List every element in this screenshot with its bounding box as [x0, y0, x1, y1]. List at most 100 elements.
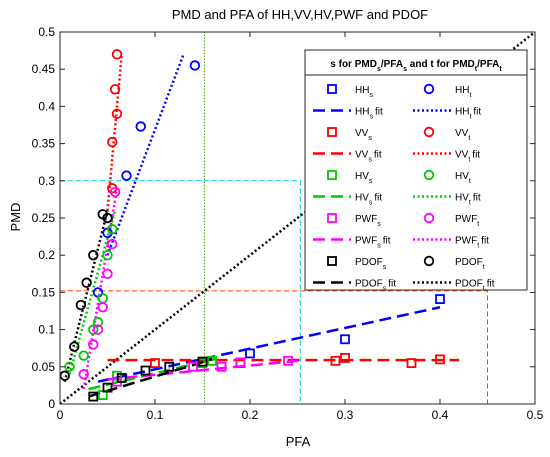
legend-label-hh-t-fit: HHt fit	[455, 107, 481, 121]
x-tick-label: 0.4	[432, 408, 449, 422]
point-pdof-t	[69, 341, 80, 352]
point-pdof-t	[88, 249, 99, 261]
point-hv-t	[88, 324, 99, 335]
y-tick-label: 0.4	[38, 99, 55, 113]
legend-label-vv-t: VVt	[455, 128, 470, 142]
point-pwf-t	[109, 186, 121, 198]
fit-line-vv-t	[106, 54, 123, 211]
point-hv-t	[107, 223, 118, 235]
legend-label-hh-s-fit: HHs fit	[355, 107, 383, 121]
threshold-box-pwf	[59, 180, 301, 405]
x-tick-label: 0.3	[337, 408, 354, 422]
point-hh-s	[245, 348, 255, 359]
x-axis-label: PFA	[286, 434, 311, 449]
legend-marker-pdof-s	[327, 256, 337, 266]
legend-marker-vv-t	[423, 126, 435, 138]
chart-title: PMD and PFA of HH,VV,HV,PWF and PDOF	[172, 7, 428, 22]
fit-line-pwf-s	[107, 359, 298, 381]
point-pdof-t	[81, 277, 92, 288]
point-hh-t	[189, 60, 201, 71]
y-tick-label: 0.15	[32, 285, 56, 299]
point-pwf-s	[235, 357, 246, 368]
legend: s for PMDs/PFAs and t for PMDt/PFAt HHs HH…	[304, 49, 528, 293]
point-vv-t	[111, 108, 123, 120]
point-hv-s	[207, 355, 217, 366]
point-pdof-s	[197, 356, 208, 367]
point-hv-t	[92, 316, 104, 328]
legend-label-pwf-t: PWFt	[455, 214, 479, 228]
legend-marker-hh-t	[423, 83, 435, 95]
legend-label-pdof-t-fit: PDOFt fit	[455, 279, 495, 293]
y-tick-label: 0.2	[38, 248, 55, 262]
point-pdof-s	[140, 365, 151, 376]
y-tick-label: 0.5	[38, 25, 55, 39]
point-pdof-t	[75, 299, 87, 311]
point-pwf-s	[188, 361, 198, 372]
x-tick-label: 0.2	[242, 408, 259, 422]
point-vv-s	[435, 354, 445, 365]
y-tick-label: 0.1	[38, 323, 55, 337]
point-pdof-s	[88, 391, 99, 402]
reference-line	[60, 32, 535, 404]
point-hh-s	[340, 334, 350, 345]
point-pwf-t	[107, 238, 118, 250]
x-tick-label: 0.5	[527, 408, 544, 422]
point-vv-t	[109, 84, 121, 95]
legend-marker-vv-s	[327, 127, 337, 137]
point-hv-t	[78, 350, 89, 361]
legend-label-hv-s-fit: HVs fit	[355, 193, 382, 207]
y-tick-label: 0.45	[32, 62, 56, 76]
legend-label-hh-t: HHt	[455, 85, 471, 99]
legend-label-vv-s-fit: VVs fit	[355, 150, 382, 164]
legend-label-hv-s: HVs	[355, 171, 373, 185]
legend-marker-pwf-t	[423, 212, 435, 224]
legend-label-pwf-s-fit: PWFs fit	[355, 236, 391, 250]
point-vv-t	[111, 49, 123, 60]
point-pwf-s	[216, 361, 227, 372]
legend-label-pdof-s-fit: PDOFs fit	[355, 279, 396, 293]
point-pdof-s	[116, 373, 127, 383]
y-tick-label: 0	[48, 397, 55, 411]
point-pwf-s	[283, 355, 293, 366]
legend-label-hv-t: HVt	[455, 171, 471, 185]
legend-marker-pdof-t	[423, 255, 435, 267]
point-vv-s	[330, 355, 341, 366]
point-vv-s	[340, 352, 350, 363]
plot-area	[59, 31, 535, 405]
point-hv-t	[97, 293, 108, 304]
legend-marker-hh-s	[327, 84, 337, 94]
point-pdof-t	[59, 370, 70, 381]
legend-label-hh-s: HHs	[355, 85, 373, 99]
fit-line-hh-s	[97, 306, 441, 383]
point-pdof-s	[102, 382, 113, 393]
y-tick-label: 0.25	[32, 211, 56, 225]
legend-box	[304, 49, 528, 291]
legend-label-hv-t-fit: HVt fit	[455, 193, 481, 207]
x-tick-label: 0	[57, 408, 64, 422]
point-hh-t	[135, 121, 146, 132]
legend-label-pwf-s: PWFs	[355, 214, 381, 228]
y-axis-label: PMD	[8, 203, 23, 232]
legend-label-vv-t-fit: VVt fit	[455, 150, 480, 164]
point-pdof-s	[164, 361, 175, 372]
point-pdof-t	[102, 212, 113, 224]
legend-marker-hv-t	[423, 169, 435, 181]
point-vv-s	[406, 358, 417, 368]
point-hh-t	[121, 170, 132, 181]
y-tick-label: 0.3	[38, 174, 55, 188]
point-hv-t	[64, 361, 75, 373]
y-tick-label: 0.35	[32, 137, 56, 151]
point-hh-s	[435, 294, 445, 304]
x-tick-label: 0.1	[147, 408, 164, 422]
legend-marker-pwf-s	[327, 213, 337, 223]
fit-line-pdof-s	[88, 358, 213, 398]
legend-marker-hv-s	[327, 170, 337, 180]
legend-label-pdof-t: PDOFt	[455, 257, 485, 271]
axes: 0 0.1 0.2 0.3 0.4 0.5 0 0.05 0.1 0.15 0.2 0.25 0.3 0.…	[32, 25, 544, 422]
legend-label-pwf-t-fit: PWFt fit	[455, 236, 489, 250]
point-pwf-t	[97, 302, 108, 313]
legend-label-vv-s: VVs	[355, 128, 372, 142]
y-tick-label: 0.05	[32, 360, 56, 374]
point-pwf-t	[88, 339, 99, 350]
